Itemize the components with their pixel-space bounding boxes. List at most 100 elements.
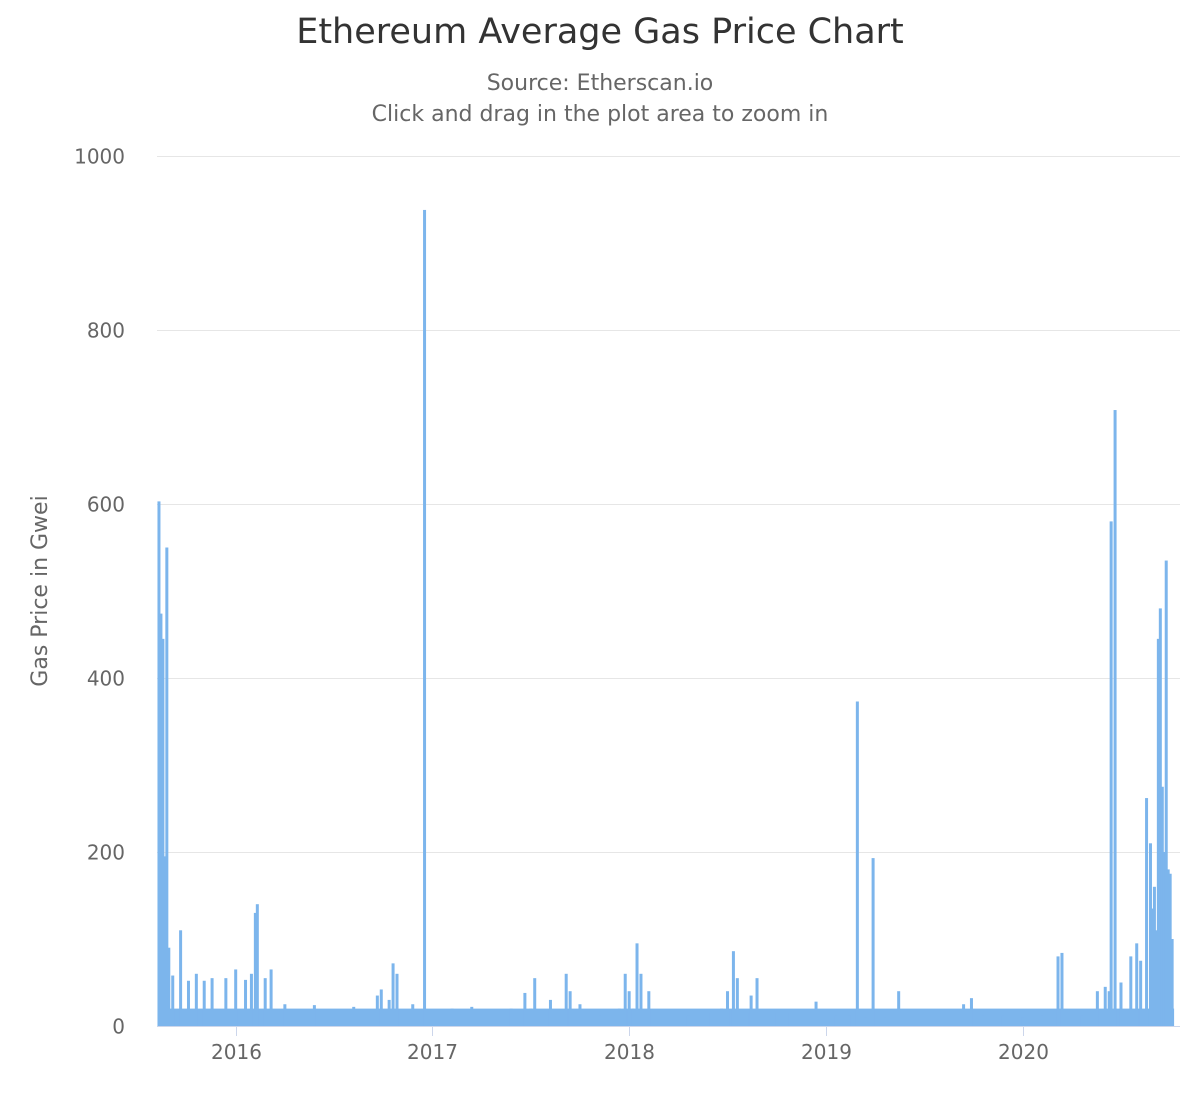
bar[interactable] (1164, 560, 1168, 1026)
bar[interactable] (871, 858, 875, 1026)
bar[interactable] (186, 980, 190, 1026)
bar[interactable] (1107, 991, 1111, 1026)
bar[interactable] (564, 973, 568, 1026)
bar[interactable] (1150, 908, 1154, 1026)
bar[interactable] (847, 1015, 851, 1026)
bar[interactable] (897, 991, 901, 1026)
bar[interactable] (179, 930, 183, 1026)
bar[interactable] (981, 1015, 985, 1026)
bar[interactable] (523, 992, 527, 1026)
bar[interactable] (745, 1012, 749, 1026)
bar[interactable] (855, 701, 859, 1026)
bar[interactable] (1160, 786, 1164, 1026)
bar[interactable] (686, 1015, 690, 1026)
bar[interactable] (423, 209, 427, 1026)
bar[interactable] (647, 991, 651, 1026)
bar[interactable] (1135, 943, 1139, 1026)
bar[interactable] (922, 1012, 926, 1026)
bar[interactable] (1113, 410, 1117, 1026)
bar[interactable] (863, 1017, 867, 1026)
bar[interactable] (312, 1005, 316, 1026)
bar[interactable] (249, 973, 253, 1026)
bar[interactable] (639, 973, 643, 1026)
bar[interactable] (210, 978, 214, 1026)
bar[interactable] (1162, 852, 1166, 1026)
bar[interactable] (509, 1008, 513, 1026)
bar[interactable] (667, 1012, 670, 1026)
bar[interactable] (568, 991, 572, 1026)
bar[interactable] (942, 1012, 946, 1026)
bar[interactable] (1170, 939, 1174, 1026)
bar[interactable] (1080, 1015, 1084, 1026)
bar[interactable] (627, 991, 631, 1026)
bar[interactable] (161, 638, 165, 1026)
bar[interactable] (157, 501, 161, 1026)
bar[interactable] (1060, 952, 1064, 1026)
bar[interactable] (1001, 1015, 1005, 1026)
bar[interactable] (283, 1004, 287, 1026)
bar[interactable] (379, 989, 383, 1026)
bar[interactable] (631, 1008, 635, 1026)
bar[interactable] (598, 1015, 602, 1026)
bar[interactable] (883, 1017, 887, 1026)
bar[interactable] (731, 951, 735, 1026)
bar[interactable] (1166, 869, 1170, 1026)
bar[interactable] (969, 998, 973, 1026)
bar[interactable] (411, 1004, 415, 1026)
bar[interactable] (1156, 638, 1160, 1026)
bar[interactable] (635, 943, 639, 1026)
bar[interactable] (1148, 843, 1152, 1026)
bar[interactable] (194, 973, 198, 1026)
bar[interactable] (167, 947, 171, 1026)
bar[interactable] (814, 1001, 818, 1026)
bar[interactable] (749, 995, 753, 1026)
bar[interactable] (375, 995, 379, 1026)
bar[interactable] (163, 856, 167, 1026)
bar[interactable] (450, 1008, 454, 1026)
bar[interactable] (1021, 1017, 1025, 1026)
bar[interactable] (1056, 956, 1060, 1026)
bar[interactable] (1154, 930, 1158, 1026)
bar[interactable] (726, 991, 730, 1026)
bar[interactable] (623, 973, 627, 1026)
bar[interactable] (1040, 1015, 1044, 1026)
bar[interactable] (617, 1008, 621, 1026)
bar[interactable] (785, 1012, 789, 1026)
bar[interactable] (269, 969, 273, 1026)
bar[interactable] (395, 973, 399, 1026)
bar[interactable] (706, 1012, 710, 1026)
bar[interactable] (224, 978, 228, 1026)
bar[interactable] (1129, 956, 1133, 1026)
bar[interactable] (1119, 982, 1123, 1027)
bar[interactable] (159, 613, 163, 1026)
bar[interactable] (735, 978, 739, 1026)
bar[interactable] (578, 1004, 582, 1026)
bar[interactable] (1168, 873, 1172, 1026)
bar[interactable] (1158, 608, 1162, 1026)
bar[interactable] (253, 912, 257, 1026)
bar[interactable] (263, 978, 267, 1026)
bar[interactable] (352, 1006, 356, 1026)
bar[interactable] (470, 1006, 474, 1026)
bar[interactable] (1145, 798, 1149, 1026)
bar[interactable] (1139, 960, 1143, 1026)
bar[interactable] (387, 999, 391, 1026)
bar[interactable] (1095, 991, 1099, 1026)
bar[interactable] (1109, 521, 1113, 1026)
bar[interactable] (533, 978, 537, 1026)
bar[interactable] (255, 904, 259, 1026)
bar[interactable] (1103, 986, 1107, 1026)
bar[interactable] (391, 963, 395, 1026)
bar[interactable] (1152, 886, 1156, 1026)
bar[interactable] (548, 999, 552, 1026)
bar[interactable] (165, 547, 169, 1027)
bar[interactable] (234, 969, 238, 1026)
bar[interactable] (529, 1008, 533, 1026)
bar[interactable] (834, 1015, 838, 1026)
bar[interactable] (202, 980, 206, 1026)
bar[interactable] (720, 1008, 724, 1026)
bar[interactable] (775, 1012, 779, 1026)
bar[interactable] (244, 979, 248, 1026)
bar[interactable] (962, 1004, 966, 1026)
